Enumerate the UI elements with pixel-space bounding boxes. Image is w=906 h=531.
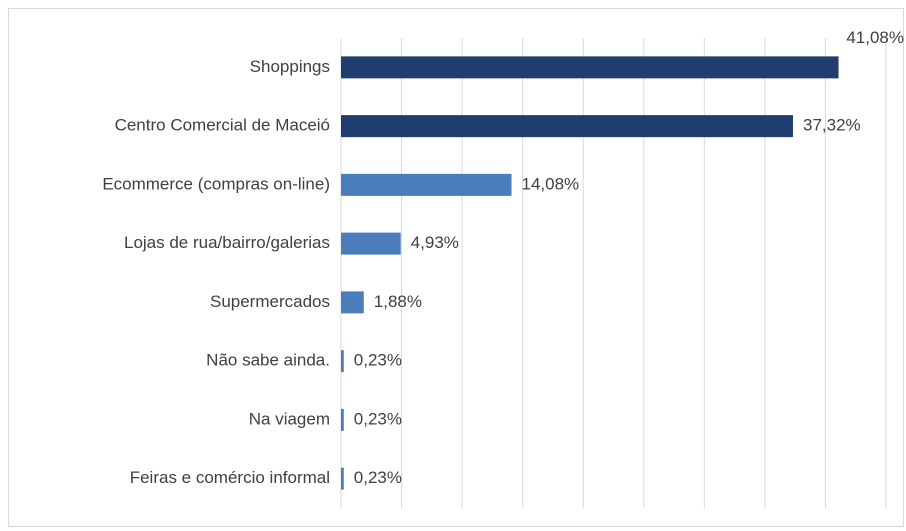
bar: [341, 467, 344, 490]
bar: [341, 408, 344, 431]
bar: [341, 350, 344, 373]
y-tick-label: Na viagem: [249, 409, 330, 428]
y-tick-label: Ecommerce (compras on-line): [102, 174, 330, 193]
y-tick-label: Feiras e comércio informal: [130, 468, 330, 487]
chart-border: [8, 8, 904, 527]
data-label: 0,23%: [354, 409, 402, 428]
y-tick-label: Supermercados: [210, 292, 330, 311]
data-label: 41,08%: [846, 28, 904, 47]
data-label: 1,88%: [374, 292, 422, 311]
bar: [341, 291, 364, 314]
bar: [341, 56, 839, 79]
bar: [341, 173, 512, 196]
bar: [341, 115, 793, 138]
data-label: 37,32%: [803, 116, 861, 135]
data-label: 0,23%: [354, 351, 402, 370]
y-tick-label: Não sabe ainda.: [206, 351, 330, 370]
data-label: 4,93%: [411, 233, 459, 252]
y-tick-label: Lojas de rua/bairro/galerias: [124, 233, 330, 252]
data-label: 0,23%: [354, 468, 402, 487]
bar: [341, 232, 401, 255]
y-tick-label: Centro Comercial de Maceió: [115, 116, 330, 135]
y-tick-label: Shoppings: [250, 57, 330, 76]
data-label: 14,08%: [522, 174, 580, 193]
